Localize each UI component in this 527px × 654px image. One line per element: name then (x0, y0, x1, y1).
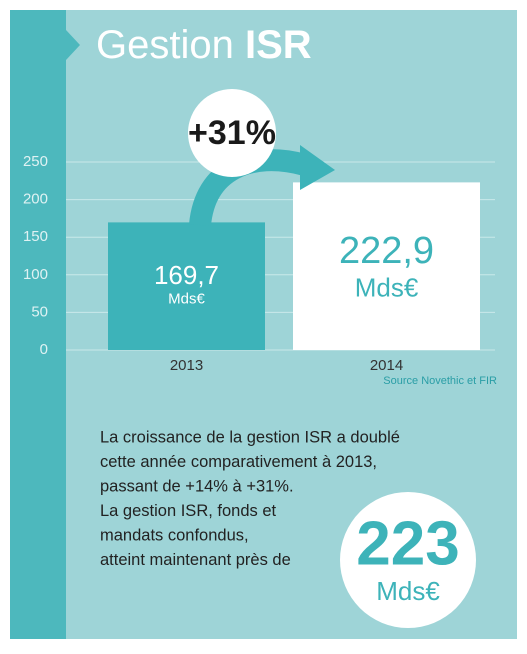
bar (108, 222, 265, 350)
y-tick-label: 100 (23, 266, 48, 283)
x-tick-label: 2013 (170, 357, 203, 374)
highlight-unit: Mds€ (376, 576, 440, 606)
value-label: 169,7 (154, 260, 219, 290)
paragraph-line: mandats confondus, (100, 526, 249, 544)
bar (293, 182, 480, 350)
paragraph-line: cette année comparativement à 2013, (100, 453, 377, 471)
highlight-value: 223 (356, 509, 459, 578)
y-tick-label: 250 (23, 153, 48, 170)
y-tick-label: 0 (40, 341, 48, 358)
chart-title: Gestion ISR (96, 23, 312, 67)
value-label: 222,9 (339, 230, 434, 272)
y-tick-label: 200 (23, 191, 48, 208)
x-tick-label: 2014 (370, 357, 403, 374)
highlight-circle (340, 492, 476, 628)
title-arrow (66, 30, 80, 60)
growth-arrowhead (300, 145, 335, 190)
value-unit: Mds€ (355, 272, 419, 302)
title-bold: ISR (245, 23, 312, 67)
paragraph-line: La croissance de la gestion ISR a doublé (100, 428, 400, 446)
source: Source Novethic et FIR (383, 375, 497, 387)
paragraph-line: La gestion ISR, fonds et (100, 502, 277, 520)
paragraph: La croissance de la gestion ISR a doublé… (100, 428, 400, 569)
value-unit: Mds€ (168, 291, 205, 308)
paragraph-line: atteint maintenant près de (100, 551, 291, 569)
annotation: +31% (188, 114, 276, 152)
y-tick-label: 50 (31, 303, 48, 320)
paragraph-line: passant de +14% à +31%. (100, 477, 294, 495)
annotation-circle (188, 89, 276, 177)
y-tick-label: 150 (23, 228, 48, 245)
side-stripe (10, 10, 66, 639)
title-light: Gestion (96, 23, 234, 67)
